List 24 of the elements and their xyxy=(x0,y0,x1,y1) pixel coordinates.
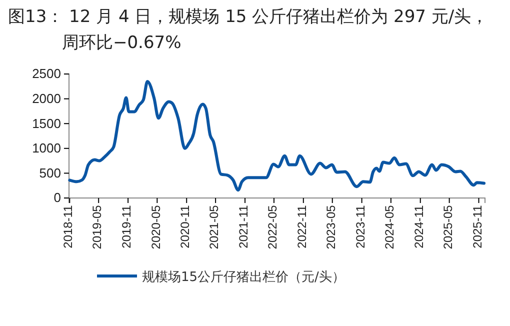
x-tick-label: 2025-05 xyxy=(440,204,455,250)
x-tick-label: 2020-11 xyxy=(178,204,192,248)
y-tick-label: 2000 xyxy=(32,90,61,106)
x-tick-label: 2021-11 xyxy=(236,204,251,248)
y-tick-label: 500 xyxy=(39,165,61,180)
x-tick-label: 2021-05 xyxy=(207,204,222,250)
x-tick-label: 2025-11 xyxy=(470,204,484,248)
x-tick-label: 2023-05 xyxy=(324,204,338,250)
x-tick-label: 2022-11 xyxy=(295,204,309,248)
x-tick-label: 2019-11 xyxy=(120,204,134,248)
x-tick-label: 2018-11 xyxy=(61,204,76,248)
chart-title: 图13： 12 月 4 日，规模场 15 公斤仔猪出栏价为 297 元/头，周环比−0.67% xyxy=(8,7,488,53)
y-tick-label: 0 xyxy=(54,190,61,206)
y-tick-label: 2500 xyxy=(32,66,61,82)
x-tick-label: 2024-11 xyxy=(412,204,426,248)
y-tick-label: 1500 xyxy=(32,116,61,131)
x-tick-label: 2022-05 xyxy=(266,204,280,250)
x-tick-label: 2024-05 xyxy=(382,204,397,250)
x-tick-label: 2019-05 xyxy=(90,204,104,250)
y-tick-label: 1000 xyxy=(32,140,61,156)
x-tick-label: 2023-11 xyxy=(353,204,368,248)
legend-label: 规模场15公斤仔猪出栏价（元/头） xyxy=(142,270,345,285)
line-series xyxy=(68,80,486,192)
x-tick-label: 2020-05 xyxy=(148,204,163,250)
